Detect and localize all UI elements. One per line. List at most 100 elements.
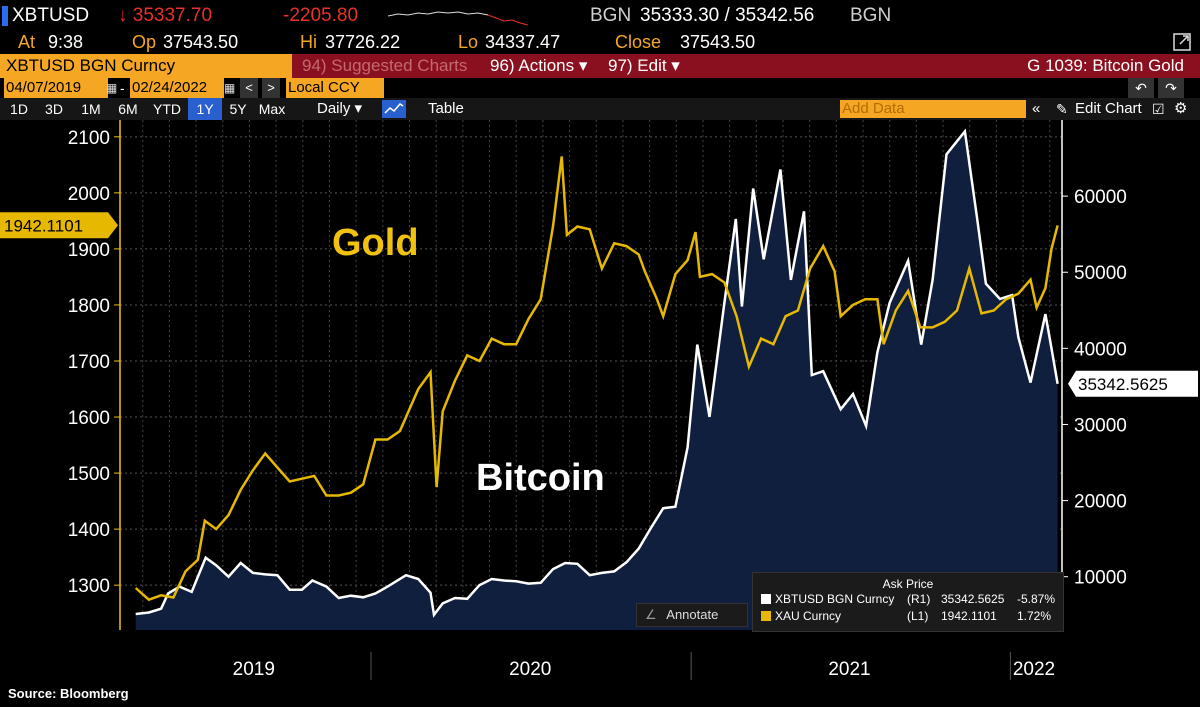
range-button-ytd[interactable]: YTD [153, 101, 181, 117]
ticker-symbol[interactable]: XBTUSD [12, 5, 90, 26]
table-button[interactable]: Table [428, 100, 464, 117]
high-label: Hi [300, 32, 317, 52]
collapse-icon[interactable]: « [1032, 100, 1041, 117]
low-value: 34337.47 [485, 32, 561, 52]
right-tick-label: 40000 [1074, 339, 1127, 360]
ticker-bar: XBTUSD ↓ 35337.70 -2205.80 BGN 35333.30 … [0, 0, 1200, 32]
left-axis: 1300 1400 1500 1600 1700 1800 1900 2000 2100 [68, 128, 120, 597]
add-data-input[interactable]: Add Data [840, 100, 1026, 118]
bitcoin-last-value-tag: 35342.5625 [1068, 370, 1198, 397]
annotate-button[interactable]: ∠ Annotate [636, 603, 748, 627]
bid-ask: 35333.30 / 35342.56 [640, 5, 815, 26]
legend-swatch [761, 611, 771, 621]
gear-icon[interactable]: ⚙ [1174, 100, 1188, 117]
price-chart: 1300 1400 1500 1600 1700 1800 1900 2000 2100 100… [0, 120, 1198, 680]
close-label: Close [615, 32, 662, 52]
range-bar: 1D 3D 1M 6M YTD 1Y 5Y Max Daily ▾ Table Add Dat… [0, 98, 1200, 120]
legend-title: Ask Price [882, 577, 934, 591]
left-tick-label: 1500 [68, 464, 110, 485]
legend-change: -5.87% [1017, 592, 1056, 606]
legend-axis: (L1) [907, 609, 929, 623]
range-button-1m[interactable]: 1M [81, 101, 101, 117]
popout-icon[interactable] [1172, 32, 1194, 54]
right-tick-label: 60000 [1074, 187, 1127, 208]
right-tick-label: 10000 [1074, 568, 1127, 589]
legend-axis: (R1) [907, 592, 931, 606]
range-button-1d[interactable]: 1D [10, 101, 28, 117]
quote-summary: At 9:38 Op 37543.50 Hi 37726.22 Lo 34337… [0, 32, 1200, 54]
range-button-5y[interactable]: 5Y [229, 101, 247, 117]
price-source: BGN [590, 5, 632, 26]
at-time: 9:38 [48, 32, 84, 52]
period-select[interactable]: Daily ▾ [317, 100, 363, 117]
bitcoin-label: Bitcoin [476, 457, 605, 499]
right-tick-label: 20000 [1074, 492, 1127, 513]
end-date-input[interactable]: 02/24/2022 [130, 78, 224, 98]
actions-menu[interactable]: 96) Actions ▾ [490, 56, 588, 75]
action-bar: XBTUSD BGN Curncy 94) Suggested Charts 9… [0, 54, 1200, 78]
legend-change: 1.72% [1017, 609, 1052, 623]
x-tick-label: 2019 [233, 659, 275, 680]
suggested-charts-button[interactable]: 94) Suggested Charts [302, 56, 468, 75]
range-button-max[interactable]: Max [258, 101, 286, 117]
left-tick-label: 1600 [68, 408, 110, 429]
gold-label: Gold [332, 222, 419, 264]
annotate-icon: ∠ [645, 607, 657, 622]
at-label: At [18, 32, 36, 52]
left-tick-label: 1900 [68, 240, 110, 261]
next-period-button[interactable]: > [262, 78, 280, 98]
gold-series-line [134, 156, 1059, 602]
legend-name: XAU Curncy [775, 609, 842, 623]
right-tick-label: 30000 [1074, 415, 1127, 436]
price-source-2: BGN [850, 5, 892, 26]
left-tick-label: 1300 [68, 576, 110, 597]
date-bar: 04/07/2019 ▦ - 02/24/2022 ▦ < > Local CC… [0, 78, 1200, 98]
chart-type-icon[interactable] [382, 100, 406, 118]
bitcoin-series-line [135, 128, 1059, 618]
open-value: 37543.50 [163, 32, 239, 52]
open-label: Op [132, 32, 157, 52]
source-note: Source: Bloomberg [8, 686, 129, 701]
range-button-6m[interactable]: 6M [118, 101, 138, 117]
close-value: 37543.50 [680, 32, 756, 52]
undo-icon[interactable]: ↶ [1128, 78, 1154, 98]
x-axis: 2019 2020 2021 2022 [233, 652, 1055, 680]
edit-menu[interactable]: 97) Edit ▾ [608, 56, 680, 75]
legend-row: XBTUSD BGN Curncy (R1) 35342.5625 -5.87% [753, 591, 1063, 608]
left-tick-label: 2100 [68, 128, 110, 149]
end-calendar-icon[interactable]: ▦ [224, 81, 236, 95]
security-field[interactable]: XBTUSD BGN Curncy [0, 54, 292, 78]
left-tick-label: 1800 [68, 296, 110, 317]
start-date-input[interactable]: 04/07/2019 [4, 78, 108, 98]
right-axis: 10000 20000 30000 40000 50000 60000 [1062, 187, 1127, 589]
pencil-icon[interactable]: ✎ [1056, 101, 1068, 117]
legend-value: 1942.1101 [941, 609, 997, 623]
gold-last-value: 1942.1101 [4, 216, 83, 235]
currency-select[interactable]: Local CCY [286, 78, 384, 98]
legend: Ask Price XBTUSD BGN Curncy (R1) 35342.562… [752, 572, 1064, 632]
prev-period-button[interactable]: < [240, 78, 258, 98]
range-button-1y[interactable]: 1Y [188, 98, 222, 120]
high-value: 37726.22 [325, 32, 401, 52]
redo-icon[interactable]: ↷ [1158, 78, 1184, 98]
legend-rows: XBTUSD BGN Curncy (R1) 35342.5625 -5.87% XAU… [753, 591, 1063, 625]
gold-last-value-tag: 1942.1101 [0, 212, 118, 239]
x-tick-label: 2021 [828, 659, 870, 680]
edit-chart-button[interactable]: Edit Chart [1075, 100, 1142, 117]
start-calendar-icon[interactable]: ▦ [106, 81, 118, 95]
right-tick-label: 50000 [1074, 263, 1127, 284]
legend-name: XBTUSD BGN Curncy [775, 592, 895, 606]
annotate-label: Annotate [666, 607, 719, 622]
legend-row: XAU Curncy (L1) 1942.1101 1.72% [753, 608, 1063, 625]
left-tick-label: 1700 [68, 352, 110, 373]
edit-layout-icon[interactable]: ☑ [1152, 101, 1165, 117]
range-button-3d[interactable]: 3D [45, 101, 63, 117]
x-tick-label: 2022 [1013, 659, 1055, 680]
left-tick-label: 2000 [68, 184, 110, 205]
legend-value: 35342.5625 [941, 592, 1005, 606]
last-price: ↓ 35337.70 [118, 5, 213, 26]
net-change: -2205.80 [283, 5, 359, 26]
x-tick-label: 2020 [509, 659, 551, 680]
bitcoin-last-value: 35342.5625 [1078, 375, 1168, 394]
bitcoin-area [135, 131, 1058, 630]
